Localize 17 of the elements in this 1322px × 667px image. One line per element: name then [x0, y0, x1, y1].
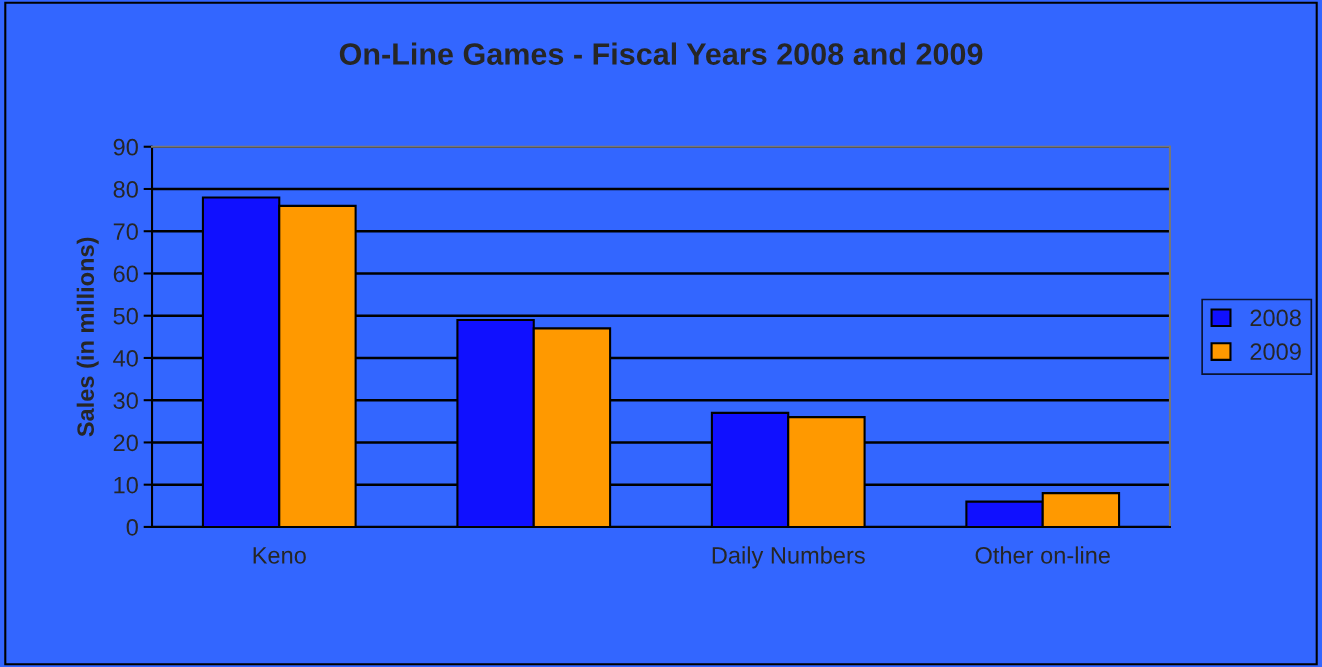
y-tick-label: 10 — [114, 476, 138, 494]
x-tick-label: Other on-line — [975, 546, 1110, 564]
legend-label: 2008 — [1250, 309, 1301, 327]
y-tick-label: 20 — [113, 434, 138, 452]
y-tick-label: 0 — [126, 519, 138, 536]
y-tick-label: 80 — [113, 181, 138, 198]
y-tick-label: 90 — [113, 138, 138, 156]
y-axis-title: Sales (in millions) — [76, 237, 99, 437]
y-tick-label: 60 — [113, 265, 138, 283]
y-tick-label: 70 — [113, 223, 138, 241]
y-tick-label: 40 — [113, 350, 138, 367]
x-tick-label: Daily Numbers — [712, 546, 865, 569]
chart-title: On-Line Games - Fiscal Years 2008 and 2009 — [339, 42, 983, 65]
y-tick-label: 50 — [113, 307, 138, 325]
y-tick-label: 30 — [113, 392, 138, 409]
x-tick-label: Keno — [253, 547, 306, 564]
legend-label: 2009 — [1250, 343, 1301, 361]
